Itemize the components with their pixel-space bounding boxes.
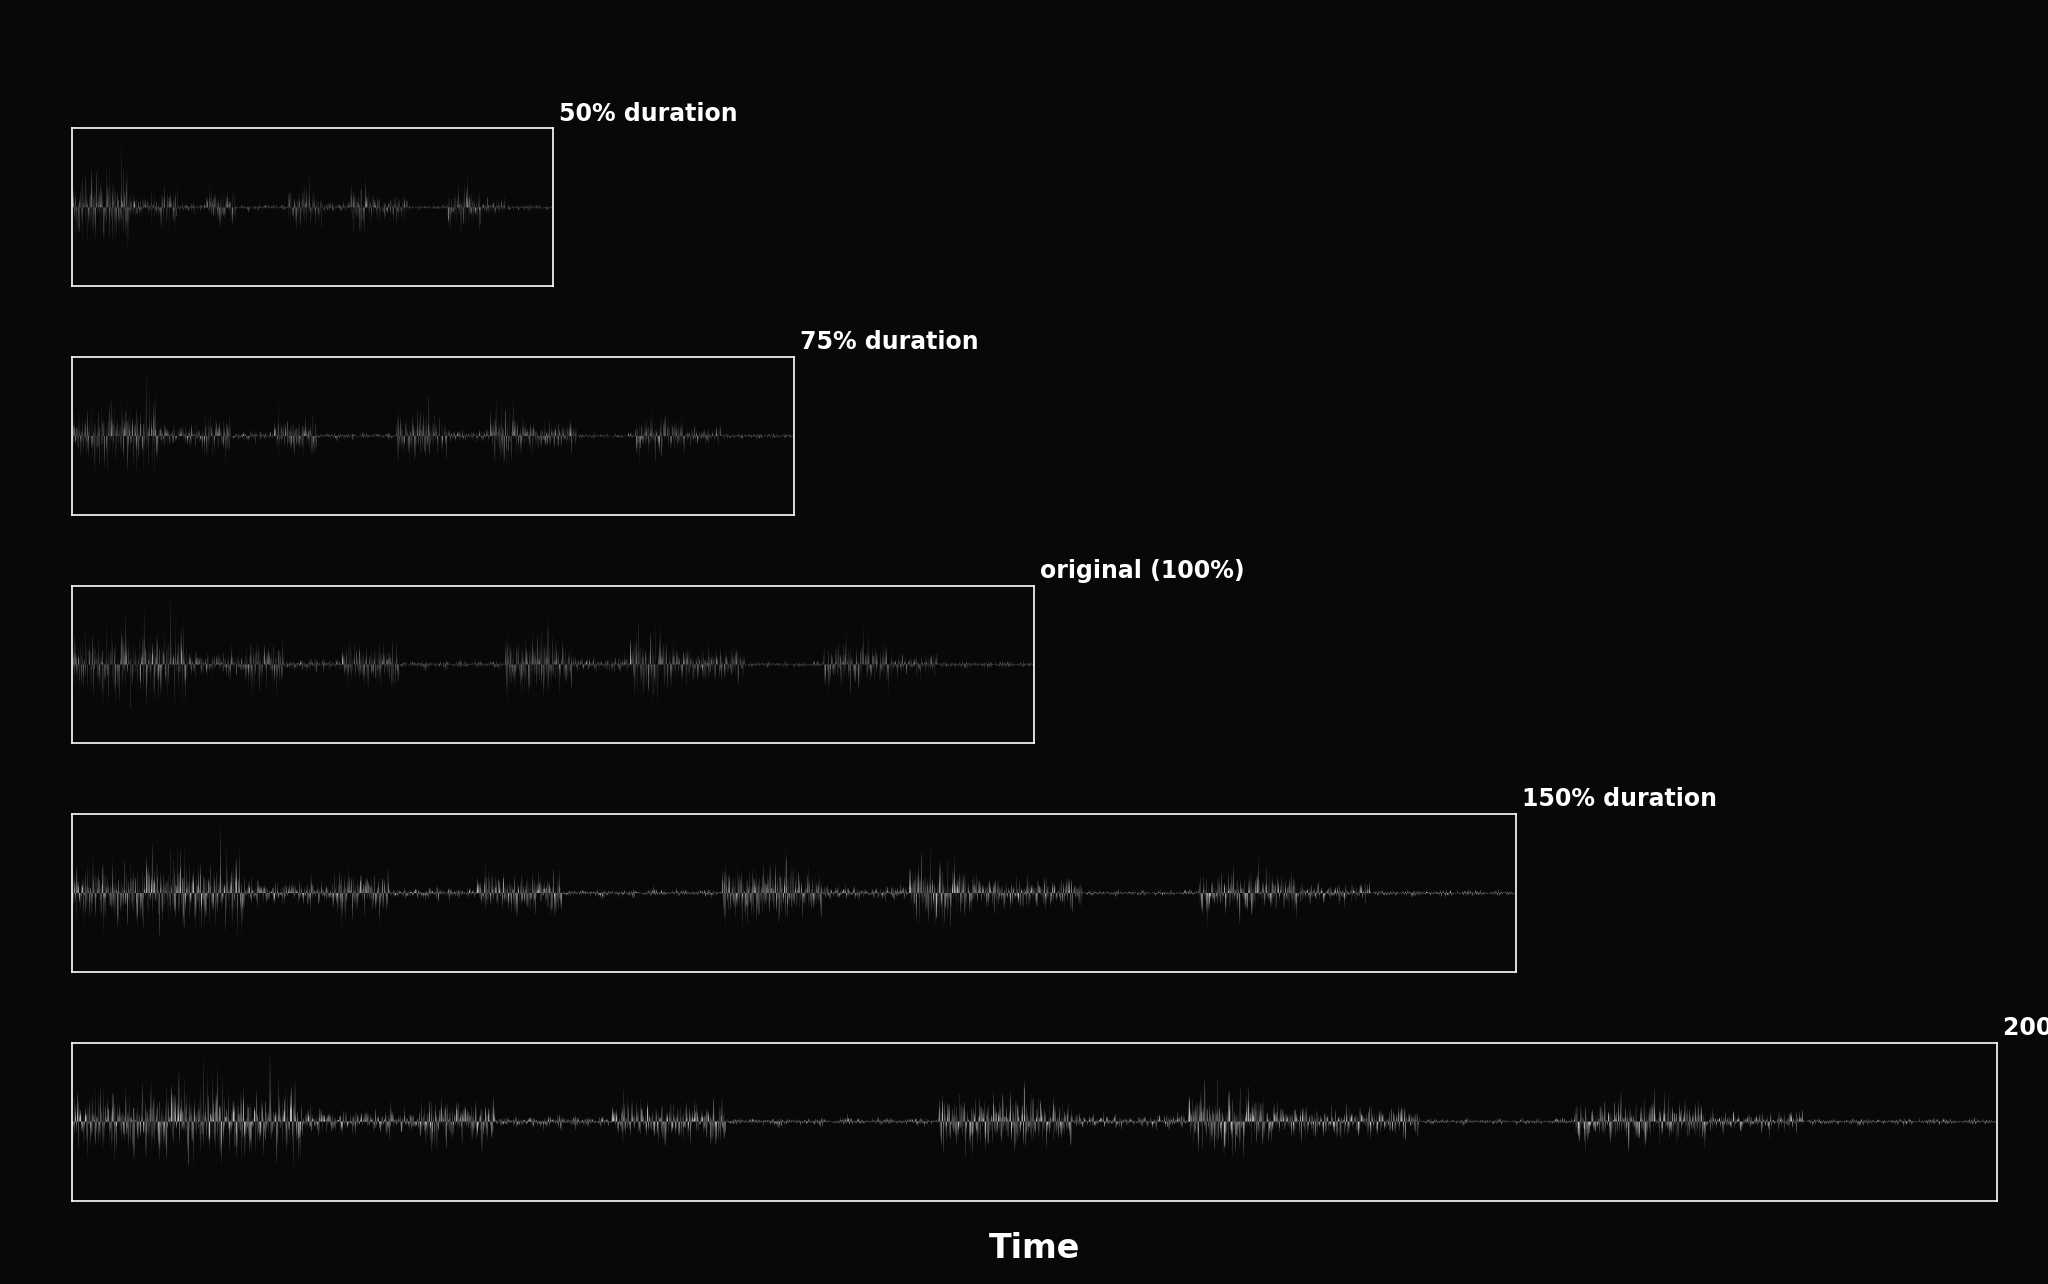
Text: 150% duration: 150% duration bbox=[1522, 787, 1716, 811]
Text: Time: Time bbox=[989, 1231, 1079, 1265]
Text: 200% duration: 200% duration bbox=[2003, 1016, 2048, 1040]
Text: 50% duration: 50% duration bbox=[559, 101, 737, 126]
Text: original (100%): original (100%) bbox=[1040, 559, 1245, 583]
Text: 75% duration: 75% duration bbox=[799, 330, 979, 354]
